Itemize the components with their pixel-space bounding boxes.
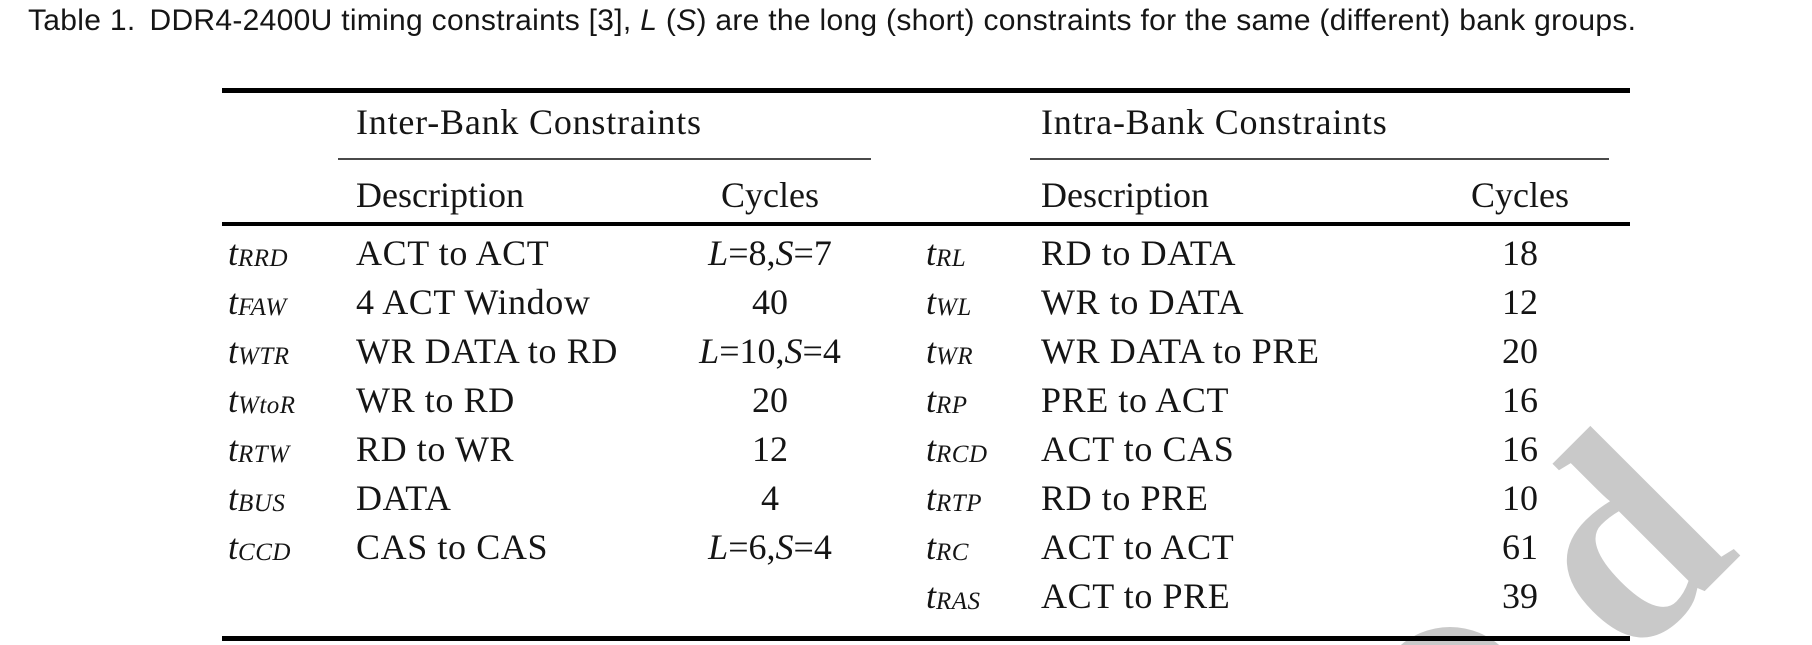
row-symbol: t RRD xyxy=(228,232,289,273)
row-cycles: 4 xyxy=(761,477,779,518)
row-description: CAS to CAS xyxy=(356,526,549,567)
timing-constraints-table: Inter-Bank Constraints Intra-Bank Constr… xyxy=(222,88,1630,641)
row-symbol: t RCD xyxy=(926,428,988,469)
row-cycles: 40 xyxy=(752,281,788,322)
table-caption-label: Table 1. xyxy=(28,4,136,37)
row-symbol: t FAW xyxy=(228,281,287,322)
row-cycles: 16 xyxy=(1502,379,1538,420)
row-cycles: 16 xyxy=(1502,428,1538,469)
row-description: DATA xyxy=(356,477,452,518)
inter-bank-span-rule xyxy=(338,158,871,160)
intra-description-header: Description xyxy=(1041,175,1209,215)
inter-description-header: Description xyxy=(356,175,524,215)
row-description: ACT to ACT xyxy=(356,232,550,273)
table-top-rule xyxy=(222,88,1630,93)
row-cycles: 20 xyxy=(1502,330,1538,371)
row-symbol: t RTW xyxy=(228,428,290,469)
row-symbol: t RAS xyxy=(926,575,981,616)
table-bottom-rule xyxy=(222,636,1630,641)
row-symbol: t RC xyxy=(926,526,969,567)
inter-bank-group-title: Inter-Bank Constraints xyxy=(356,102,702,142)
intra-bank-group-title: Intra-Bank Constraints xyxy=(1041,102,1388,142)
table-caption: Table 1. DDR4-2400U timing constraints [3… xyxy=(28,4,1808,38)
row-description: WR DATA to PRE xyxy=(1041,330,1320,371)
table-header-rule xyxy=(222,222,1630,226)
intra-cycles-header: Cycles xyxy=(1471,175,1569,215)
intra-bank-span-rule xyxy=(1030,158,1609,160)
inter-cycles-header: Cycles xyxy=(721,175,819,215)
row-symbol: t RL xyxy=(926,232,967,273)
row-description: RD to PRE xyxy=(1041,477,1209,518)
row-cycles: L =6, S =4 xyxy=(708,526,832,567)
row-symbol: t WTR xyxy=(228,330,290,371)
row-symbol: t BUS xyxy=(228,477,286,518)
row-description: ACT to ACT xyxy=(1041,526,1235,567)
row-cycles: L =8, S =7 xyxy=(708,232,832,273)
row-symbol: t WtoR xyxy=(228,379,296,420)
row-cycles: 61 xyxy=(1502,526,1538,567)
row-cycles: 10 xyxy=(1502,477,1538,518)
row-description: ACT to PRE xyxy=(1041,575,1231,616)
row-description: WR to DATA xyxy=(1041,281,1245,322)
row-description: PRE to ACT xyxy=(1041,379,1230,420)
row-cycles: L =10, S =4 xyxy=(699,330,841,371)
row-symbol: t RTP xyxy=(926,477,982,518)
row-description: RD to WR xyxy=(356,428,515,469)
row-description: WR DATA to RD xyxy=(356,330,618,371)
row-description: WR to RD xyxy=(356,379,515,420)
row-symbol: t WR xyxy=(926,330,974,371)
row-description: ACT to CAS xyxy=(1041,428,1235,469)
row-symbol: t RP xyxy=(926,379,968,420)
row-description: 4 ACT Window xyxy=(356,281,591,322)
row-cycles: 18 xyxy=(1502,232,1538,273)
table-body: t RRD ACT to ACT L =8, S =7 t RL RD to DATA … xyxy=(222,228,1630,620)
row-description: RD to DATA xyxy=(1041,232,1237,273)
row-symbol: t WL xyxy=(926,281,972,322)
row-symbol: t CCD xyxy=(228,526,291,567)
row-cycles: 12 xyxy=(1502,281,1538,322)
row-cycles: 20 xyxy=(752,379,788,420)
table-caption-text: DDR4-2400U timing constraints [3], L (S)… xyxy=(149,4,1637,37)
row-cycles: 12 xyxy=(752,428,788,469)
row-cycles: 39 xyxy=(1502,575,1538,616)
